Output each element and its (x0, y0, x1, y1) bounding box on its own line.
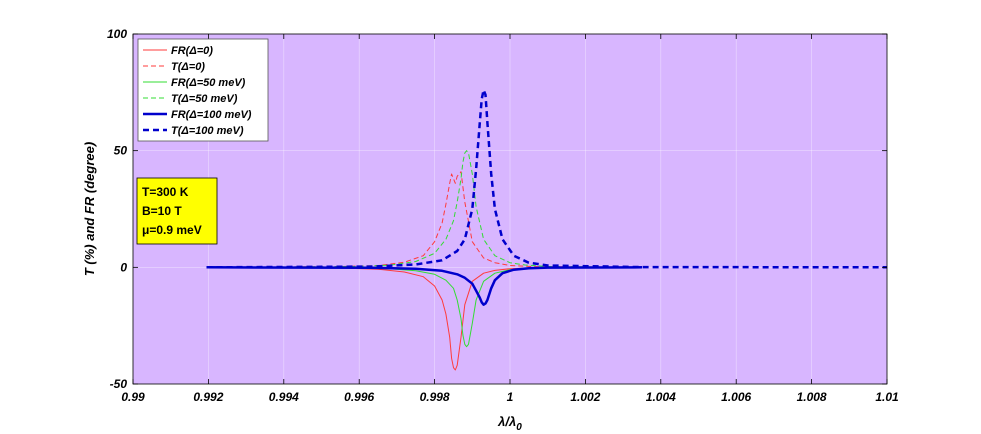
x-axis-label-sub: 0 (516, 422, 522, 433)
x-tick-label: 0.994 (269, 390, 299, 404)
series-line-5 (206, 266, 643, 306)
x-tick-label: 0.998 (420, 390, 450, 404)
x-tick-label: 1.01 (875, 390, 899, 404)
x-tick-label: 1.006 (721, 390, 751, 404)
axes: 0.99 0.992 0.994 0.996 0.998 1 1.002 1.004 1.006… (107, 27, 899, 404)
series-line-4 (206, 150, 643, 268)
x-axis-label-main: λ/λ (497, 414, 516, 429)
annotation-line: B=10 T (142, 204, 182, 218)
y-tick-label: 0 (120, 260, 127, 274)
legend-label: FR(Δ=0) (171, 45, 213, 57)
legend-label: T(Δ=0) (171, 61, 205, 73)
legend-label: T(Δ=100 meV) (171, 125, 244, 137)
x-tick-label: 1 (507, 390, 514, 404)
x-axis-label: λ/λ0 (497, 414, 522, 433)
annotation-background (136, 177, 218, 245)
legend-label: FR(Δ=50 meV) (171, 77, 246, 89)
legend-label: T(Δ=50 meV) (171, 93, 238, 105)
annotation-box: T=300 K B=10 T μ=0.9 meV (136, 177, 218, 245)
legend-box (137, 38, 269, 142)
series-line-1 (206, 266, 643, 371)
x-tick-label: 0.992 (193, 390, 223, 404)
legend: FR(Δ=0) T(Δ=0) FR(Δ=50 meV) T(Δ=50 meV) FR(Δ… (137, 38, 269, 142)
x-tick-label: 1.002 (570, 390, 600, 404)
x-tick-label: 1.008 (797, 390, 827, 404)
y-tick-label: 100 (107, 27, 127, 41)
series-line-3 (206, 266, 643, 348)
annotation-line: T=300 K (142, 185, 189, 199)
x-tick-label: 1.004 (646, 390, 676, 404)
y-tick-label: -50 (110, 377, 128, 391)
y-axis-label: T (%) and FR (degree) (82, 142, 97, 276)
x-tick-label: 0.99 (121, 390, 145, 404)
series-layer (206, 88, 888, 371)
x-tick-label: 0.996 (344, 390, 374, 404)
legend-label: FR(Δ=100 meV) (171, 109, 252, 121)
series-line-6 (206, 88, 888, 269)
series-line-2 (206, 171, 643, 268)
annotation-line: μ=0.9 meV (142, 223, 202, 237)
y-tick-label: 50 (114, 144, 128, 158)
